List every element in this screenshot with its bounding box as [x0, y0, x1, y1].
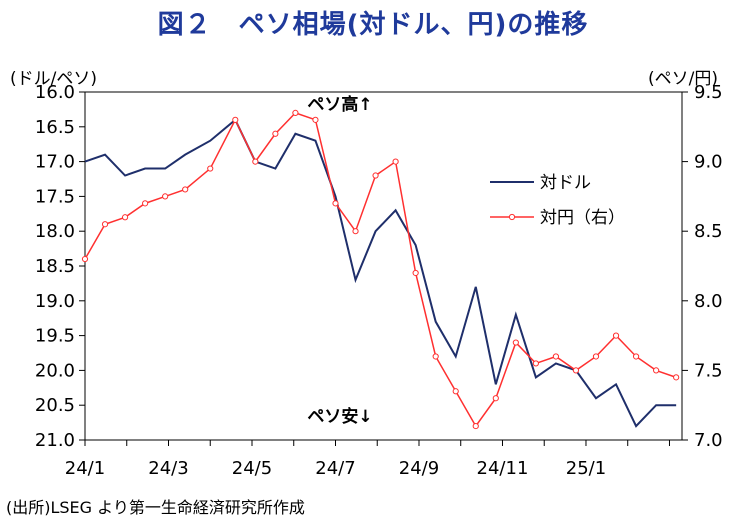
- series-point-jpy: [532, 360, 539, 367]
- right-axis-unit: (ペソ/円): [648, 69, 718, 89]
- series-point-jpy: [252, 158, 259, 165]
- left-tick-label: 19.0: [35, 291, 75, 312]
- right-tick-label: 7.0: [694, 430, 723, 451]
- series-point-jpy: [512, 339, 519, 346]
- series-point-jpy: [101, 221, 109, 228]
- series-point-jpy: [312, 116, 319, 123]
- series-point-jpy: [182, 186, 189, 193]
- left-tick-label: 16.5: [35, 117, 75, 138]
- annotation-peso-weak: ペソ安↓: [307, 406, 372, 427]
- left-tick-label: 17.5: [35, 186, 75, 207]
- left-tick-label: 16.0: [35, 82, 75, 103]
- series-point-jpy: [492, 395, 499, 402]
- series-point-jpy: [272, 130, 279, 137]
- plot-area: [84, 91, 683, 441]
- series-point-jpy: [352, 228, 359, 235]
- source-note: (出所)LSEG より第一生命経済研究所作成: [6, 498, 305, 517]
- series-point-jpy: [452, 388, 459, 395]
- series-point-jpy: [612, 332, 620, 339]
- right-tick-label: 7.5: [694, 360, 723, 381]
- chart-title: 図２ ペソ相場(対ドル、円)の推移: [157, 10, 589, 40]
- series-point-jpy: [81, 255, 89, 263]
- right-tick-label: 9.0: [694, 152, 723, 173]
- series-point-jpy: [292, 109, 299, 116]
- x-tick-label: 24/3: [148, 458, 188, 479]
- left-tick-label: 17.0: [35, 152, 75, 173]
- right-tick-label: 8.5: [694, 221, 723, 242]
- left-tick-label: 20.0: [35, 360, 75, 381]
- x-tick-label: 24/9: [399, 458, 439, 479]
- x-tick-label: 24/7: [315, 458, 355, 479]
- x-tick-label: 24/5: [232, 458, 272, 479]
- right-tick-label: 8.0: [694, 291, 723, 312]
- annotation-peso-strong: ペソ高↑: [307, 94, 372, 115]
- x-tick-label: 24/1: [65, 458, 105, 479]
- legend-marker-jpy: [508, 213, 516, 221]
- series-point-jpy: [632, 353, 640, 360]
- right-tick-label: 9.5: [694, 82, 723, 103]
- series-point-jpy: [592, 353, 600, 360]
- series-point-jpy: [142, 200, 149, 207]
- left-tick-label: 20.5: [35, 395, 75, 416]
- series-point-jpy: [472, 422, 479, 430]
- series-point-jpy: [232, 116, 239, 123]
- series-point-jpy: [162, 193, 169, 200]
- series-point-jpy: [332, 200, 339, 207]
- series-point-jpy: [432, 353, 439, 360]
- series-point-jpy: [372, 172, 379, 179]
- x-tick-label: 25/1: [566, 458, 606, 479]
- series-point-jpy: [392, 158, 399, 165]
- series-point-jpy: [673, 374, 680, 381]
- series-point-jpy: [121, 214, 129, 221]
- left-tick-label: 19.5: [35, 326, 75, 347]
- legend-label-jpy: 対円（右）: [540, 208, 625, 228]
- x-tick-label: 24/11: [477, 458, 529, 479]
- series-point-jpy: [572, 367, 580, 374]
- left-tick-label: 21.0: [35, 430, 75, 451]
- series-point-jpy: [412, 269, 419, 277]
- left-axis-unit: (ドル/ペソ): [10, 69, 97, 89]
- series-point-jpy: [653, 367, 660, 374]
- left-tick-label: 18.5: [35, 256, 75, 277]
- series-point-jpy: [207, 165, 214, 172]
- series-point-jpy: [552, 353, 560, 360]
- legend-label-usd: 対ドル: [540, 173, 591, 193]
- left-tick-label: 18.0: [35, 221, 75, 242]
- series-line-jpy: [84, 112, 677, 428]
- series-line-usd: [84, 118, 677, 428]
